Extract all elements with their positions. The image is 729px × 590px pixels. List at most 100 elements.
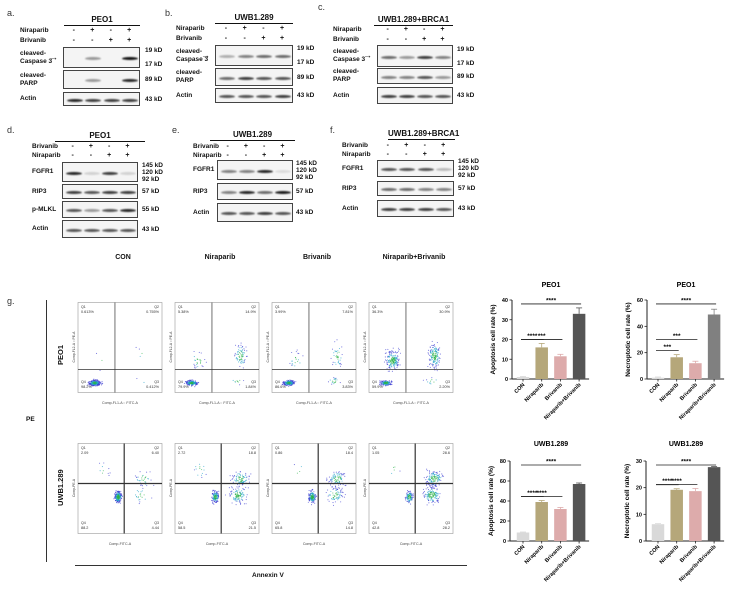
treatment-sign: + [280, 35, 285, 42]
treatment-sign: - [423, 142, 426, 149]
quadrant-percentage: 36.3% [372, 310, 383, 314]
event-dot [204, 358, 206, 361]
quadrant-name: Q2 [251, 446, 256, 450]
event-dot [408, 492, 410, 494]
event-dot [239, 481, 241, 483]
y-tick-label: 0 [503, 539, 506, 545]
event-dot [231, 492, 233, 495]
event-dot [235, 504, 237, 506]
event-dot [102, 470, 104, 472]
event-dot [193, 383, 195, 385]
treatment-sign: + [125, 143, 130, 150]
event-dot [286, 381, 288, 383]
event-dot [101, 380, 103, 382]
event-dot [291, 381, 293, 383]
event-dot [237, 346, 239, 348]
event-dot [201, 476, 203, 479]
event-dot [338, 471, 340, 473]
treatment-sign: - [405, 151, 408, 158]
event-dot [438, 477, 440, 480]
event-dot [385, 385, 387, 387]
treatment-sign: + [125, 152, 130, 159]
event-dot [336, 497, 339, 499]
protein-band [66, 98, 83, 102]
event-dot [238, 349, 240, 351]
event-dot [295, 381, 297, 383]
quadrant-name: Q3 [348, 380, 353, 384]
event-dot [296, 349, 298, 351]
plot-x-axis-label: Comp-FL1-A :: FITC-A [296, 401, 333, 405]
event-dot [427, 498, 429, 500]
event-dot [234, 344, 237, 346]
event-dot [248, 478, 250, 480]
treatment-sign: + [422, 151, 427, 158]
event-dot [327, 499, 329, 501]
event-dot [228, 487, 230, 489]
event-dot [97, 380, 99, 382]
event-dot [195, 366, 197, 368]
event-dot [240, 480, 242, 483]
molecular-weight-label: 19 kD 17 kD [297, 45, 315, 66]
event-dot [408, 494, 411, 496]
event-dot [138, 348, 140, 350]
event-dot [238, 351, 241, 354]
event-dot [436, 362, 438, 364]
event-dot [429, 497, 431, 499]
event-dot [325, 492, 327, 494]
event-dot [234, 352, 236, 354]
plot-x-axis-label: Comp-FITC-A [206, 542, 229, 546]
event-dot [242, 367, 244, 369]
quadrant-percentage: 0.613% [81, 310, 95, 314]
event-dot [385, 382, 387, 384]
event-dot [388, 360, 390, 362]
treatment-sign: + [440, 26, 445, 33]
protein-label: Actin [193, 208, 210, 216]
protein-band [218, 76, 235, 80]
event-dot [429, 476, 431, 478]
event-dot [433, 366, 435, 368]
event-dot [239, 476, 241, 478]
event-dot [190, 384, 192, 386]
event-dot [395, 362, 397, 364]
event-dot [310, 501, 312, 503]
event-dot [242, 499, 244, 501]
event-dot [429, 474, 431, 476]
treatment-sign: + [261, 35, 266, 42]
treatment-sign: + [107, 152, 112, 159]
event-dot [290, 382, 292, 384]
y-tick-label: 30 [636, 459, 642, 465]
protein-label: RIP3 [32, 187, 47, 195]
event-dot [442, 474, 444, 476]
event-dot [327, 489, 329, 491]
protein-band [65, 171, 82, 175]
event-dot [422, 488, 425, 490]
event-dot [412, 494, 414, 496]
event-dot [334, 378, 336, 380]
event-dot [385, 352, 387, 354]
event-dot [340, 489, 342, 491]
event-dot [408, 502, 410, 504]
event-dot [136, 476, 138, 478]
event-dot [435, 480, 437, 482]
event-dot [406, 497, 408, 500]
event-dot [119, 500, 121, 502]
event-dot [139, 499, 141, 501]
event-dot [432, 481, 434, 483]
event-dot [331, 486, 333, 488]
event-dot [432, 358, 434, 360]
panel-label: c. [318, 2, 326, 12]
event-dot [338, 362, 341, 365]
event-dot [189, 383, 191, 385]
treatment-label: Brivanib [176, 35, 203, 42]
event-dot [145, 476, 147, 478]
protein-band [275, 76, 292, 80]
event-dot [437, 481, 439, 483]
event-dot [289, 380, 291, 382]
y-axis-label: PE [26, 416, 35, 423]
significance-stars: *** [664, 344, 672, 351]
event-dot [439, 476, 441, 478]
treatment-label: Brivanib [193, 143, 220, 150]
plot-frame [368, 302, 454, 393]
event-dot [436, 358, 438, 360]
protein-band [65, 209, 82, 212]
